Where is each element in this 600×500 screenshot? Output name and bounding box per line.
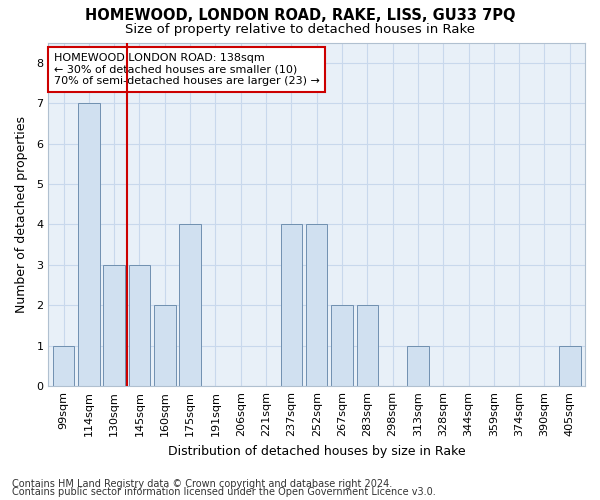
- Bar: [53, 346, 74, 386]
- Bar: [154, 306, 176, 386]
- Bar: [128, 265, 150, 386]
- Bar: [78, 103, 100, 386]
- Bar: [331, 306, 353, 386]
- Text: Size of property relative to detached houses in Rake: Size of property relative to detached ho…: [125, 22, 475, 36]
- Y-axis label: Number of detached properties: Number of detached properties: [15, 116, 28, 313]
- Text: Contains public sector information licensed under the Open Government Licence v3: Contains public sector information licen…: [12, 487, 436, 497]
- Bar: [281, 224, 302, 386]
- Text: HOMEWOOD, LONDON ROAD, RAKE, LISS, GU33 7PQ: HOMEWOOD, LONDON ROAD, RAKE, LISS, GU33 …: [85, 8, 515, 22]
- Text: Contains HM Land Registry data © Crown copyright and database right 2024.: Contains HM Land Registry data © Crown c…: [12, 479, 392, 489]
- Bar: [356, 306, 378, 386]
- Bar: [179, 224, 201, 386]
- Bar: [407, 346, 428, 386]
- Bar: [559, 346, 581, 386]
- X-axis label: Distribution of detached houses by size in Rake: Distribution of detached houses by size …: [168, 444, 466, 458]
- Bar: [306, 224, 328, 386]
- Text: HOMEWOOD LONDON ROAD: 138sqm
← 30% of detached houses are smaller (10)
70% of se: HOMEWOOD LONDON ROAD: 138sqm ← 30% of de…: [53, 53, 320, 86]
- Bar: [103, 265, 125, 386]
